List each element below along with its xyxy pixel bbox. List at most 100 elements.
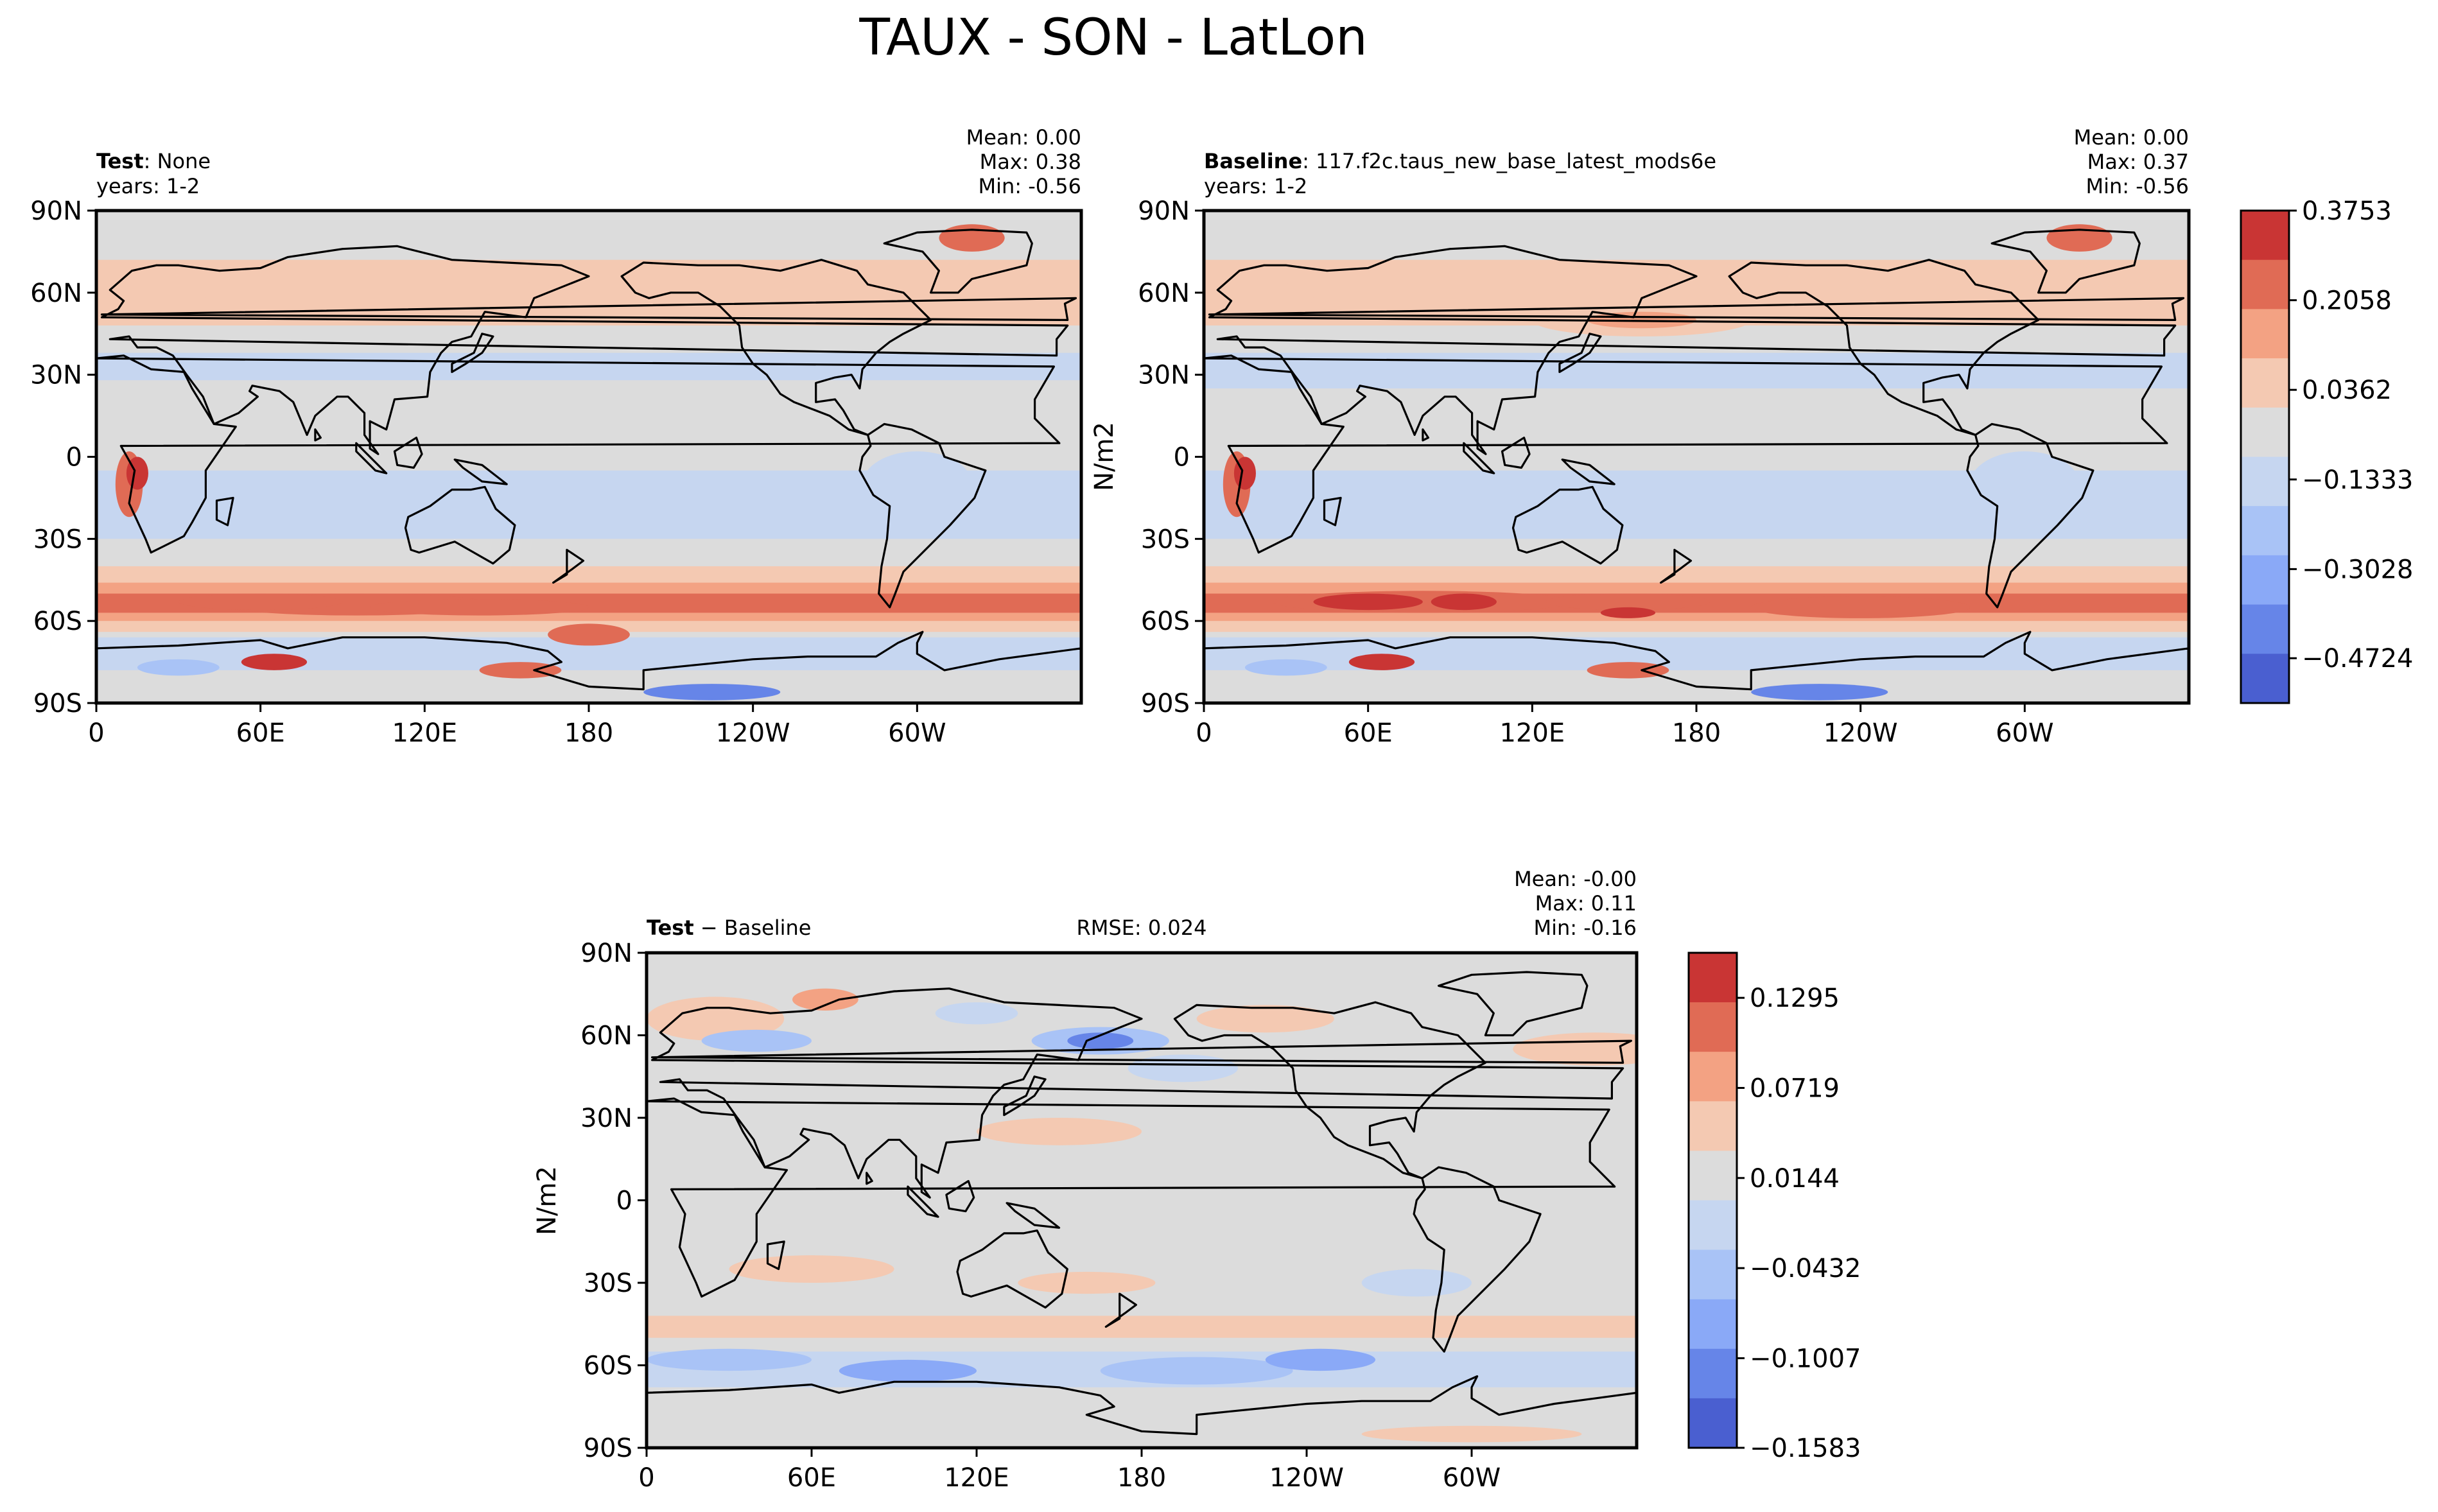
test-ticks: 0 60E 120E 180 120W 60W 90N 60N 30N 0 30S 60S 90S bbox=[30, 196, 946, 748]
colorbar-segment bbox=[2241, 654, 2289, 704]
coastline-britain bbox=[1642, 1041, 2438, 1063]
coastline-new-zealand bbox=[116, 1294, 146, 1326]
coastline-madagascar bbox=[1323, 496, 1342, 526]
coastline-new-zealand bbox=[552, 548, 585, 584]
anomaly-contour bbox=[1100, 1357, 1293, 1385]
coastline-japan bbox=[1558, 333, 1602, 373]
anomaly-contour bbox=[1196, 1005, 1334, 1033]
coastline-australia bbox=[0, 1231, 77, 1308]
difference-stat-mean: Mean: -0.00 bbox=[1514, 867, 1637, 891]
anomaly-contour bbox=[1587, 662, 1669, 679]
y-tick-label: 60N bbox=[1138, 279, 1190, 308]
coastline-new-zealand bbox=[1104, 1292, 1137, 1328]
colorbar-tick-label: −0.1007 bbox=[1750, 1344, 1861, 1373]
anomaly-contour bbox=[2046, 224, 2112, 252]
colorbar-tick-label: 0.0144 bbox=[1750, 1164, 1840, 1194]
anomaly-contour bbox=[1361, 1269, 1472, 1297]
colorbar-tick-label: 0.1295 bbox=[1750, 984, 1840, 1013]
coastline-south-america bbox=[0, 424, 1, 607]
test-panel: 0 60E 120E 180 120W 60W 90N 60N 30N 0 30S 60S 90S Te… bbox=[0, 125, 1083, 748]
colorbar-segment bbox=[2241, 309, 2289, 359]
coastline-japan bbox=[1003, 1075, 1047, 1117]
anomaly-contour bbox=[935, 1002, 1018, 1025]
figure-title: TAUX - SON - LatLon bbox=[858, 9, 1367, 67]
x-tick-label: 60E bbox=[236, 718, 285, 748]
coastline-sri-lanka bbox=[1422, 428, 1429, 442]
anomaly-contour bbox=[241, 654, 308, 670]
zonal-band bbox=[1204, 637, 2189, 670]
colorbar-segment bbox=[2241, 456, 2289, 507]
y-tick-label: 60N bbox=[30, 279, 82, 308]
colorbar-segment bbox=[1689, 1151, 1737, 1201]
colorbar-tick-label: −0.4724 bbox=[2302, 644, 2413, 673]
colorbar-segment bbox=[1689, 1249, 1737, 1300]
colorbar-segment bbox=[2241, 407, 2289, 458]
y-tick-label: 30N bbox=[580, 1104, 632, 1133]
coastline-south-america bbox=[1966, 422, 2094, 609]
x-tick-label: 60W bbox=[888, 718, 946, 748]
anomaly-contour bbox=[1018, 1271, 1156, 1294]
difference-coastlines bbox=[0, 971, 2438, 1448]
coastline-greenland bbox=[1438, 971, 1589, 1037]
x-tick-label: 60E bbox=[1344, 718, 1393, 748]
coastline-britain bbox=[100, 297, 1077, 321]
x-tick-label: 60E bbox=[787, 1463, 836, 1493]
coastline-north-america bbox=[2164, 1002, 2438, 1178]
x-tick-label: 180 bbox=[564, 718, 613, 748]
test-stat-min: Min: -0.56 bbox=[978, 174, 1081, 198]
coastline-eurasia bbox=[100, 245, 1069, 455]
anomaly-contour bbox=[729, 1255, 894, 1283]
anomaly-contour bbox=[178, 593, 343, 611]
x-tick-label: 0 bbox=[88, 718, 104, 748]
colorbar-segment bbox=[1689, 1002, 1737, 1052]
coastline-madagascar bbox=[215, 496, 234, 526]
colorbar-segment bbox=[2241, 506, 2289, 556]
coastline-antarctica bbox=[647, 1391, 648, 1448]
coastline-japan bbox=[451, 333, 494, 373]
coastline-new-zealand bbox=[2096, 1294, 2126, 1326]
anomaly-contour bbox=[548, 623, 630, 646]
y-tick-label: 90N bbox=[30, 196, 82, 226]
anomaly-contour bbox=[137, 659, 220, 676]
anomaly-contour bbox=[1546, 593, 1711, 611]
coastline-eurasia bbox=[651, 987, 1624, 1199]
coastline-sri-lanka bbox=[314, 428, 322, 442]
colorbar-tick-label: 0.3753 bbox=[2302, 196, 2392, 226]
coastline-north-america bbox=[620, 259, 932, 436]
x-tick-label: 120W bbox=[1269, 1463, 1344, 1493]
anomaly-contour bbox=[726, 281, 890, 320]
coastline-new-guinea bbox=[453, 458, 508, 485]
colorbar-segment bbox=[1689, 1052, 1737, 1102]
coastline-greenland bbox=[2429, 972, 2438, 1036]
y-tick-label: 0 bbox=[1174, 443, 1190, 473]
test-stat-mean: Mean: 0.00 bbox=[966, 125, 1081, 150]
test-coastlines bbox=[0, 229, 1081, 703]
coastline-antarctica bbox=[96, 630, 1081, 703]
coastline-eurasia bbox=[2195, 246, 2438, 454]
coastline-antarctica bbox=[647, 1375, 1637, 1448]
colorbar-segment bbox=[1689, 1398, 1737, 1448]
coastline-new-guinea bbox=[1006, 1202, 1061, 1229]
difference-panel: 0 60E 120E 180 120W 60W 90N 60N 30N 0 30S 60S 90S Te… bbox=[0, 867, 2438, 1493]
anomaly-contour bbox=[1970, 451, 2080, 517]
difference-title: Test − Baseline bbox=[647, 916, 811, 940]
coastline-south-america bbox=[424, 1167, 550, 1351]
anomaly-contour bbox=[1313, 593, 1423, 611]
anomaly-contour bbox=[1513, 1032, 1637, 1066]
y-tick-label: 90S bbox=[33, 689, 82, 718]
baseline-panel: 0 60E 120E 180 120W 60W 90N 60N 30N 0 30S 60S 90S Ba… bbox=[1090, 125, 2438, 748]
coastline-japan bbox=[1994, 1077, 2035, 1115]
anomaly-contour bbox=[647, 996, 785, 1041]
zonal-band bbox=[647, 1316, 1637, 1338]
colorbar-tick-label: 0.0362 bbox=[2302, 376, 2392, 405]
baseline-stat-min: Min: -0.56 bbox=[2085, 174, 2189, 198]
colorbar-segment bbox=[1689, 1348, 1737, 1399]
colorbar-segment bbox=[1689, 1200, 1737, 1251]
anomaly-contour bbox=[1600, 607, 1656, 618]
anomaly-contour bbox=[1751, 684, 1888, 700]
colorbar-tick-label: 0.2058 bbox=[2302, 286, 2392, 316]
coastline-south-america bbox=[2404, 1167, 2438, 1351]
baseline-title: Baseline: 117.f2c.taus_new_base_latest_m… bbox=[1204, 149, 1716, 173]
coastline-australia bbox=[956, 1230, 1068, 1309]
